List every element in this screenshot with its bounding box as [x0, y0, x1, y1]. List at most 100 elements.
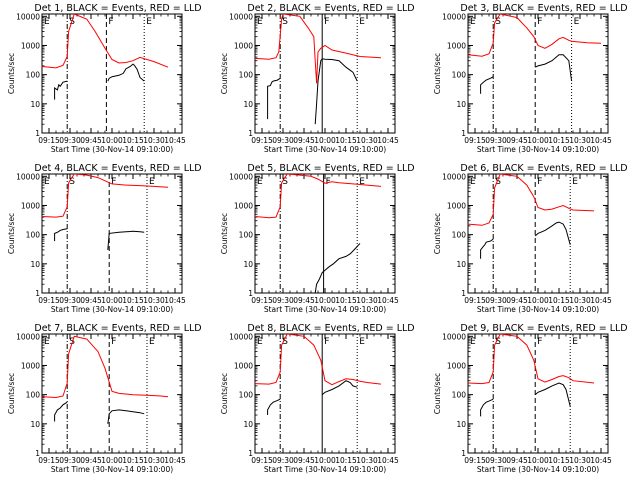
x-axis-label: Start Time (30-Nov-14 09:10:00): [264, 465, 386, 474]
x-tick-label: 09:30: [272, 296, 294, 305]
panel-7: Det 7, BLACK = Events, RED = LLD 1 10 100 10…: [7, 323, 202, 474]
panel-title: Det 2, BLACK = Events, RED = LLD: [247, 3, 414, 14]
x-tick-label: 09:15: [38, 296, 60, 305]
events-series-line: [54, 401, 68, 422]
panel-5: Det 5, BLACK = Events, RED = LLD 1 10 100 10…: [220, 163, 415, 314]
panel-title: Det 3, BLACK = Events, RED = LLD: [460, 3, 627, 14]
x-tick-label: 10:45: [590, 456, 612, 465]
x-tick-label: 09:30: [59, 136, 81, 145]
y-tick-label: 1000: [234, 41, 253, 50]
x-tick-label: 10:15: [335, 296, 357, 305]
y-tick-label: 1: [248, 289, 253, 298]
x-tick-label: 09:15: [464, 136, 486, 145]
x-axis-label: Start Time (30-Nov-14 09:10:00): [477, 465, 599, 474]
interval-marker-label: E: [359, 177, 365, 187]
x-tick-label: 10:15: [335, 456, 357, 465]
x-axis-label: Start Time (30-Nov-14 09:10:00): [477, 145, 599, 154]
interval-marker-label: E: [257, 177, 263, 187]
interval-marker-label: S: [495, 177, 501, 187]
x-axis-label: Start Time (30-Nov-14 09:10:00): [477, 305, 599, 314]
x-tick-label: 10:00: [101, 456, 123, 465]
interval-marker-label: E: [574, 17, 580, 27]
interval-marker-label: S: [495, 17, 501, 27]
x-tick-label: 10:30: [569, 296, 591, 305]
x-tick-label: 09:30: [59, 296, 81, 305]
y-tick-label: 10000: [442, 172, 466, 181]
panel-title: Det 5, BLACK = Events, RED = LLD: [247, 163, 414, 174]
y-tick-label: 1000: [447, 201, 466, 210]
x-tick-label: 10:00: [314, 456, 336, 465]
interval-marker-label: E: [44, 337, 50, 347]
x-tick-label: 09:15: [251, 136, 273, 145]
y-tick-label: 1000: [234, 361, 253, 370]
x-tick-label: 10:15: [548, 136, 570, 145]
y-tick-label: 10000: [16, 12, 40, 21]
x-tick-label: 09:45: [293, 136, 315, 145]
x-tick-label: 10:45: [377, 456, 399, 465]
interval-marker-label: E: [146, 17, 152, 27]
x-tick-label: 09:30: [272, 136, 294, 145]
x-tick-label: 10:45: [164, 136, 186, 145]
y-tick-label: 10000: [229, 332, 253, 341]
y-tick-label: 10: [30, 420, 40, 429]
y-axis-label: Counts/sec: [7, 213, 16, 254]
lld-series-line: [42, 335, 169, 399]
y-tick-label: 1: [248, 129, 253, 138]
interval-marker-label: S: [69, 17, 75, 27]
panel-title: Det 1, BLACK = Events, RED = LLD: [34, 3, 201, 14]
x-tick-label: 09:15: [251, 296, 273, 305]
x-tick-label: 10:45: [164, 456, 186, 465]
x-tick-label: 09:15: [251, 456, 273, 465]
x-tick-label: 10:30: [143, 296, 165, 305]
x-tick-label: 10:15: [122, 456, 144, 465]
interval-marker-label: E: [359, 337, 365, 347]
y-tick-label: 100: [452, 391, 467, 400]
y-tick-label: 1: [248, 449, 253, 458]
x-tick-label: 10:45: [590, 296, 612, 305]
x-tick-label: 10:15: [122, 296, 144, 305]
lld-series-line: [468, 334, 595, 385]
x-axis-label: Start Time (30-Nov-14 09:10:00): [51, 145, 173, 154]
y-tick-label: 10: [243, 260, 253, 269]
x-tick-label: 09:45: [506, 296, 528, 305]
x-tick-label: 09:15: [464, 456, 486, 465]
panel-4: Det 4, BLACK = Events, RED = LLD 1 10 100 10…: [7, 163, 202, 314]
x-tick-label: 10:00: [527, 136, 549, 145]
events-series-line: [480, 398, 494, 417]
events-series-line: [314, 243, 361, 293]
events-series-line: [321, 380, 358, 396]
events-series-line: [314, 58, 358, 125]
interval-marker-label: F: [326, 177, 331, 187]
y-axis-label: Counts/sec: [220, 373, 229, 414]
x-tick-label: 10:15: [548, 456, 570, 465]
lld-series-line: [255, 14, 382, 84]
y-tick-label: 1: [461, 449, 466, 458]
y-tick-label: 10000: [442, 12, 466, 21]
x-tick-label: 10:30: [356, 136, 378, 145]
lld-series-line: [255, 174, 382, 219]
plot-frame: [41, 13, 183, 134]
y-tick-label: 100: [26, 391, 41, 400]
y-tick-label: 10: [30, 100, 40, 109]
plot-frame: [254, 333, 396, 454]
events-series-line: [54, 228, 68, 242]
x-tick-label: 10:45: [164, 296, 186, 305]
interval-marker-label: S: [282, 17, 288, 27]
events-series-line: [107, 230, 145, 250]
panel-8: Det 8, BLACK = Events, RED = LLD 1 10 100 10…: [220, 323, 415, 474]
x-tick-label: 10:30: [569, 456, 591, 465]
panel-title: Det 7, BLACK = Events, RED = LLD: [34, 323, 201, 334]
x-tick-label: 09:45: [293, 456, 315, 465]
y-axis-label: Counts/sec: [7, 373, 16, 414]
x-tick-label: 09:45: [506, 136, 528, 145]
y-tick-label: 100: [26, 71, 41, 80]
y-axis-label: Counts/sec: [433, 373, 442, 414]
y-tick-label: 10: [30, 260, 40, 269]
events-series-line: [534, 221, 571, 245]
x-tick-label: 10:00: [527, 296, 549, 305]
interval-marker-label: E: [149, 177, 155, 187]
plot-frame: [467, 13, 609, 134]
interval-marker-label: F: [324, 337, 329, 347]
interval-marker-label: S: [282, 177, 288, 187]
